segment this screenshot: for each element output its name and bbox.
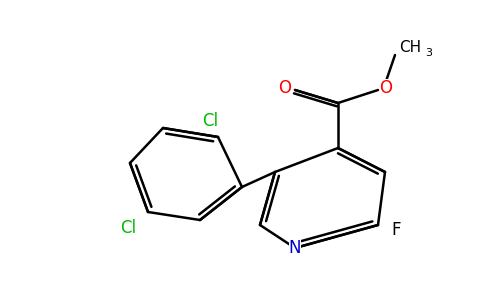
Text: Cl: Cl xyxy=(120,219,136,237)
Text: F: F xyxy=(391,221,401,239)
Text: CH: CH xyxy=(399,40,421,55)
Text: 3: 3 xyxy=(425,48,432,58)
Text: O: O xyxy=(379,79,393,97)
Text: N: N xyxy=(289,239,301,257)
Text: Cl: Cl xyxy=(202,112,218,130)
Text: O: O xyxy=(278,79,291,97)
